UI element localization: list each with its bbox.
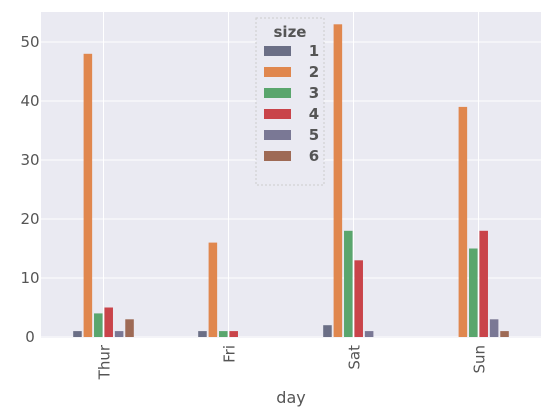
x-tick-label: Sat	[346, 345, 364, 370]
bar-size-2-fri	[208, 242, 218, 337]
bar-size-1-thur	[73, 331, 82, 337]
bar-size-4-thur	[104, 307, 113, 337]
bar-size-3-sun	[469, 248, 478, 337]
legend-swatch-5	[264, 130, 291, 140]
bar-size-5-thur	[114, 331, 124, 337]
legend-swatch-4	[264, 109, 291, 119]
legend-label-6: 6	[309, 147, 319, 165]
bar-size-1-fri	[198, 331, 207, 337]
x-axis-label: day	[276, 388, 305, 407]
bar-size-2-sun	[458, 106, 468, 338]
legend-label-4: 4	[309, 105, 319, 123]
bar-size-3-thur	[94, 313, 103, 337]
y-tick-label: 50	[20, 33, 39, 51]
legend: size 1 2 3 4 5 6	[255, 17, 325, 186]
y-tick-labels: 0 10 20 30 40 50	[20, 33, 39, 346]
x-tick-label: Thur	[96, 344, 114, 380]
bar-size-2-thur	[83, 53, 93, 338]
y-tick-label: 30	[20, 151, 39, 169]
legend-swatch-1	[264, 46, 291, 56]
y-tick-label: 10	[20, 269, 39, 287]
bar-size-4-fri	[229, 331, 238, 337]
legend-swatch-3	[264, 88, 291, 98]
legend-label-5: 5	[309, 126, 319, 144]
bar-size-4-sat	[354, 260, 363, 337]
legend-label-2: 2	[309, 63, 319, 81]
legend-swatch-6	[264, 151, 291, 161]
bar-size-6-sun	[500, 331, 509, 337]
legend-title: size	[274, 23, 307, 41]
bars	[73, 24, 509, 338]
y-tick-label: 0	[25, 328, 35, 346]
legend-label-3: 3	[309, 84, 319, 102]
bar-size-5-sat	[364, 331, 374, 337]
legend-label-1: 1	[309, 42, 319, 60]
bar-size-3-fri	[219, 331, 228, 337]
x-tick-labels: Thur Fri Sat Sun	[96, 344, 489, 380]
bar-size-2-sat	[333, 24, 343, 338]
x-tick-label: Sun	[471, 345, 489, 374]
x-tick-label: Fri	[221, 345, 239, 363]
legend-swatch-2	[264, 67, 291, 77]
bar-size-5-sun	[489, 319, 499, 337]
bar-size-3-sat	[344, 230, 353, 337]
bar-size-6-thur	[125, 319, 134, 337]
bar-size-1-sat	[323, 325, 332, 337]
bar-size-4-sun	[479, 230, 488, 337]
y-tick-label: 20	[20, 210, 39, 228]
y-tick-label: 40	[20, 92, 39, 110]
